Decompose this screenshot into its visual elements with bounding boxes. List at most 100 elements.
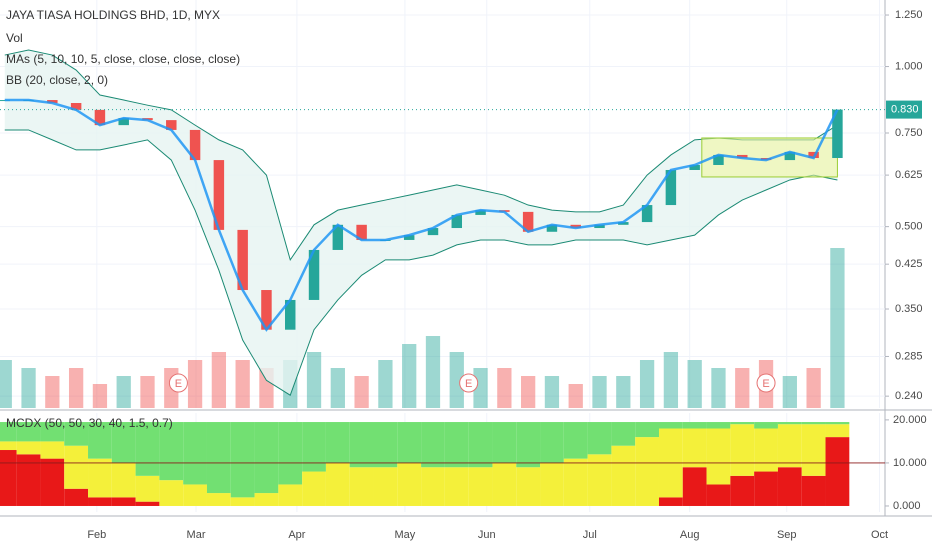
mcdx-bar xyxy=(658,497,683,506)
event-label: E xyxy=(175,378,182,390)
mcdx-bar xyxy=(183,484,207,506)
event-marker xyxy=(756,373,776,393)
mcdx-bar xyxy=(658,422,683,429)
mcdx-bar xyxy=(254,493,279,506)
volume-bar xyxy=(711,368,726,408)
candle xyxy=(118,118,129,126)
x-tick-label: May xyxy=(395,529,416,541)
candle xyxy=(808,151,819,159)
event-marker xyxy=(459,373,479,393)
mcdx-bar xyxy=(825,437,850,506)
candle xyxy=(594,224,605,229)
candle xyxy=(213,160,225,230)
legend-entry: MAs (5, 10, 10, 5, close, close, close, … xyxy=(6,52,240,66)
volume-bar xyxy=(782,376,797,408)
mcdx-bar xyxy=(801,424,826,476)
volume-bar xyxy=(116,376,131,408)
mcdx-bar xyxy=(635,437,659,506)
mcdx-bar xyxy=(111,497,136,506)
volume-bar xyxy=(449,352,464,408)
volume-bar xyxy=(354,376,369,408)
mcdx-bar xyxy=(468,467,493,506)
mcdx-bar xyxy=(40,458,65,506)
mcdx-bar xyxy=(64,445,89,489)
mcdx-bar xyxy=(302,471,326,506)
candle xyxy=(237,229,248,291)
candle xyxy=(47,100,58,104)
mcdx-bar xyxy=(587,422,612,455)
mcdx-bar xyxy=(825,422,850,425)
mcdx-bar xyxy=(373,467,398,506)
mcdx-bar xyxy=(0,441,17,451)
legend-entry: Vol xyxy=(6,31,23,45)
x-tick-label: Mar xyxy=(187,529,206,541)
mcdx-bar xyxy=(206,422,231,494)
volume-bar xyxy=(521,376,536,408)
x-tick-label: Aug xyxy=(680,529,700,541)
mcdx-bar xyxy=(444,422,469,468)
mcdx-bar xyxy=(801,422,826,425)
volume-bar xyxy=(378,360,393,408)
mcdx-bar xyxy=(444,467,469,506)
mcdx-bar xyxy=(777,467,802,506)
mcdx-bar xyxy=(278,484,303,506)
mcdx-bar xyxy=(373,422,398,468)
mcdx-bar xyxy=(516,422,541,468)
mcdx-bar xyxy=(611,445,636,506)
candle xyxy=(332,224,344,250)
x-tick-label: Jun xyxy=(478,529,496,541)
mcdx-bar xyxy=(611,422,636,446)
mcdx-bar xyxy=(230,497,255,506)
mcdx-bar xyxy=(349,422,374,468)
volume-bar xyxy=(92,384,108,408)
event-marker xyxy=(168,373,188,393)
mcdx-bar xyxy=(135,422,160,476)
bb-line xyxy=(4,49,838,262)
mcdx-bar xyxy=(706,422,731,429)
candle xyxy=(570,224,581,229)
mcdx-bar xyxy=(0,450,17,506)
x-tick-label: Feb xyxy=(87,529,106,541)
mcdx-bar xyxy=(397,422,422,463)
volume-bar xyxy=(735,368,750,408)
mcdx-bar xyxy=(801,475,826,506)
mcdx-bar xyxy=(230,422,255,498)
mcdx-bar xyxy=(754,428,778,472)
y-tick-label: 20.000 xyxy=(893,414,927,426)
mcdx-bar xyxy=(682,467,707,506)
mcdx-bar xyxy=(88,497,112,506)
bb-line xyxy=(4,129,838,396)
candle xyxy=(689,164,700,170)
mcdx-bar xyxy=(563,422,588,459)
x-tick-label: Jul xyxy=(583,529,597,541)
y-tick-label: 0.240 xyxy=(895,390,923,402)
candle xyxy=(641,205,653,223)
mcdx-bar xyxy=(159,480,184,506)
volume-bar xyxy=(544,376,560,408)
candle xyxy=(166,120,177,130)
volume-bar xyxy=(21,368,36,408)
mcdx-bar xyxy=(563,458,588,506)
x-tick-label: Apr xyxy=(288,529,305,541)
y-tick-label: 10.000 xyxy=(893,457,927,469)
mcdx-bar xyxy=(540,462,564,506)
mcdx-bar xyxy=(88,422,112,459)
mcdx-bar xyxy=(16,422,41,442)
mcdx-bar xyxy=(754,422,778,429)
y-tick-label: 1.000 xyxy=(895,60,923,72)
y-tick-label: 0.285 xyxy=(895,350,923,362)
candle xyxy=(356,224,367,240)
mcdx-bar xyxy=(682,422,707,429)
mcdx-bar xyxy=(421,422,445,468)
mcdx-bar xyxy=(302,422,326,472)
volume-bar xyxy=(235,360,250,408)
candle xyxy=(737,154,748,159)
volume-bar xyxy=(592,376,607,408)
mcdx-bar xyxy=(278,422,303,485)
mcdx-bar xyxy=(206,493,231,506)
candle xyxy=(261,290,272,330)
volume-bar xyxy=(140,376,155,408)
mcdx-bar xyxy=(254,422,279,494)
volume-bar xyxy=(616,376,631,408)
